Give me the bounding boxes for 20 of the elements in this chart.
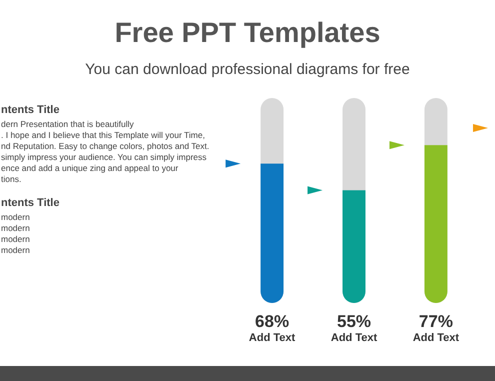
text: tions.	[1, 174, 22, 184]
text: ence and add a unique zing and appeal to your	[1, 163, 178, 173]
text: modern	[1, 223, 30, 233]
data-label: 55%	[336, 312, 372, 331]
x-tick-label: Add Text	[412, 332, 460, 344]
text: modern	[1, 245, 30, 255]
x-tick-label: Add Text	[248, 332, 296, 344]
text: dern Presentation that is beautifully	[1, 119, 135, 129]
data-label: 77%	[418, 312, 453, 331]
text: ntents Title	[1, 104, 60, 116]
text: . I hope and I believe that this Template will your Time,	[1, 130, 205, 140]
text: ntents Title	[1, 197, 60, 209]
chart-title: Free PPT Templates	[114, 17, 380, 48]
text: nd Reputation. Easy to change colors, photos and Text.	[1, 141, 210, 151]
x-tick-label: Add Text	[330, 332, 378, 344]
chart-subtitle: You can download professional diagrams for free	[85, 61, 410, 78]
text: simply impress your audience. You can simply impress	[1, 152, 207, 162]
text: modern	[1, 234, 30, 244]
data-label: 68%	[255, 312, 290, 331]
text: modern	[1, 212, 30, 222]
